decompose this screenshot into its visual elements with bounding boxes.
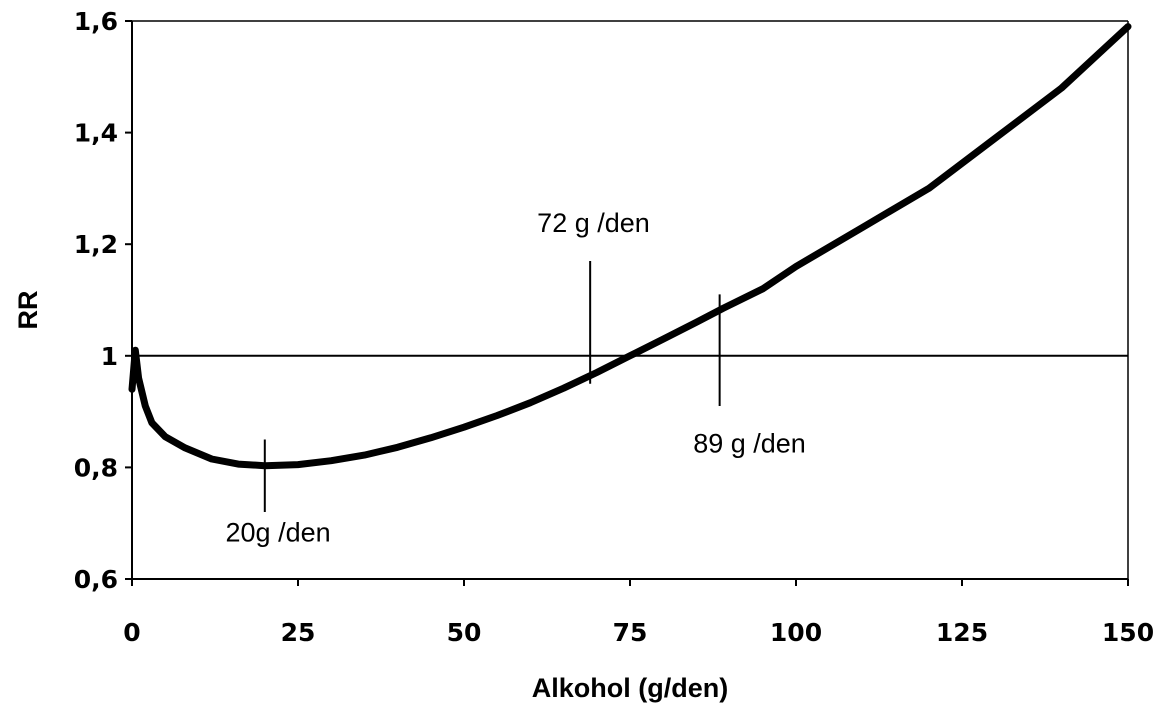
x-tick-label: 25 bbox=[281, 618, 316, 647]
x-tick-label: 150 bbox=[1102, 618, 1154, 647]
annotations: 20g /den 72 g /den 89 g /den bbox=[226, 208, 806, 548]
y-tick-label: 0,8 bbox=[74, 453, 118, 482]
x-tick-label: 125 bbox=[936, 618, 988, 647]
annotation-label: 89 g /den bbox=[693, 428, 806, 458]
axes bbox=[125, 20, 1129, 586]
y-tick-label: 1 bbox=[101, 342, 118, 371]
x-tick-label: 100 bbox=[770, 618, 822, 647]
tick-labels: 0,6 0,8 1 1,2 1,4 1,6 0 25 50 75 100 125 150 bbox=[74, 7, 1154, 647]
x-axis-label: Alkohol (g/den) bbox=[532, 673, 728, 703]
annotation-label: 20g /den bbox=[226, 518, 331, 548]
annotation-label: 72 g /den bbox=[537, 208, 650, 238]
y-tick-label: 1,6 bbox=[74, 7, 118, 36]
x-tick-label: 75 bbox=[613, 618, 648, 647]
series-line bbox=[128, 23, 1132, 470]
x-tick-label: 50 bbox=[447, 618, 482, 647]
y-tick-label: 1,2 bbox=[74, 230, 118, 259]
series-group bbox=[128, 23, 1132, 470]
x-tick-label: 0 bbox=[123, 618, 140, 647]
y-tick-label: 1,4 bbox=[74, 119, 118, 148]
y-axis-label: RR bbox=[13, 291, 43, 330]
y-tick-label: 0,6 bbox=[74, 565, 118, 594]
